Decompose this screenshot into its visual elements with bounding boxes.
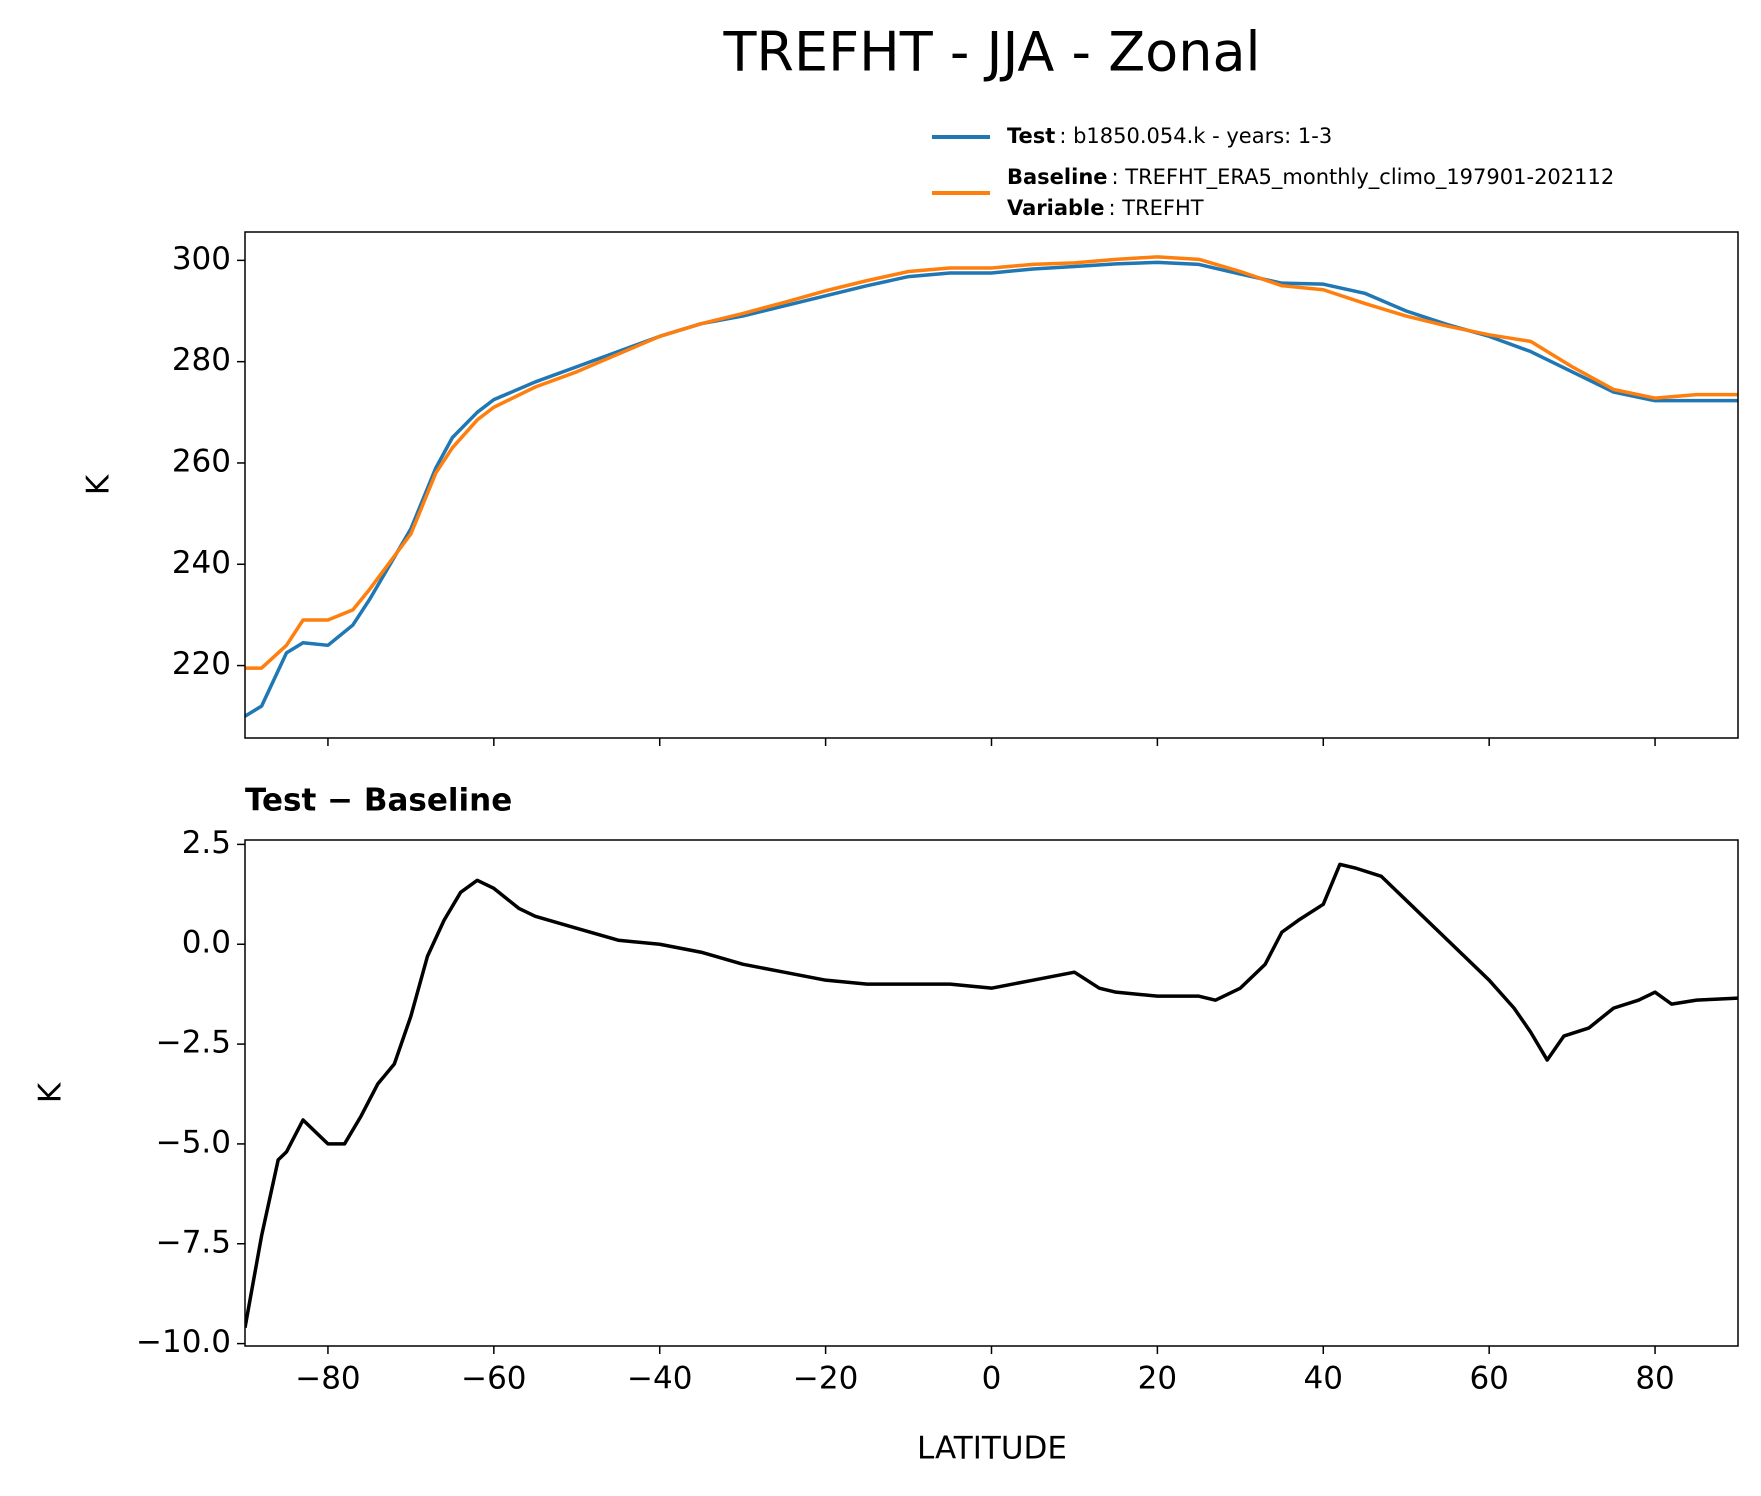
legend-entry: Baseline: TREFHT_ERA5_monthly_climo_1979… — [1007, 165, 1614, 190]
y-axis-label: K — [33, 1082, 69, 1103]
data-line — [245, 260, 1738, 718]
y-tick-label: 300 — [172, 241, 231, 277]
data-line — [245, 862, 1738, 1328]
y-tick-label: −7.5 — [156, 1224, 231, 1260]
x-tick-label: −80 — [295, 1361, 360, 1397]
x-tick-label: −20 — [793, 1361, 858, 1397]
legend-name: Baseline — [1007, 165, 1108, 189]
y-axis-label: K — [81, 474, 117, 495]
subplot-title: Test − Baseline — [245, 783, 512, 819]
y-tick-label: −2.5 — [156, 1025, 231, 1061]
axes-frame — [244, 231, 1739, 739]
data-line — [245, 255, 1738, 670]
x-tick-label: −60 — [461, 1361, 526, 1397]
x-tick-label: 80 — [1635, 1361, 1674, 1397]
y-tick-label: 280 — [172, 342, 231, 378]
legend-entry: Test: b1850.054.k - years: 1-3 — [1007, 124, 1332, 148]
y-tick-label: −10.0 — [136, 1324, 231, 1360]
y-tick-label: −5.0 — [156, 1124, 231, 1160]
legend-text: : TREFHT — [1108, 196, 1203, 220]
y-tick-label: 0.0 — [182, 925, 231, 961]
x-tick-label: 0 — [982, 1361, 1002, 1397]
legend-name: Test — [1007, 124, 1055, 148]
y-tick-label: 260 — [172, 443, 231, 479]
y-tick-label: 220 — [172, 646, 231, 682]
x-tick-label: −40 — [627, 1361, 692, 1397]
x-tick-label: 60 — [1469, 1361, 1508, 1397]
chart-title: TREFHT - JJA - Zonal — [722, 21, 1260, 84]
x-tick-label: 40 — [1304, 1361, 1343, 1397]
x-axis-label: LATITUDE — [917, 1431, 1067, 1467]
legend-text: : TREFHT_ERA5_monthly_climo_197901-20211… — [1112, 165, 1615, 190]
x-tick-label: 20 — [1138, 1361, 1177, 1397]
axes-frame — [244, 839, 1739, 1347]
legend-text: : b1850.054.k - years: 1-3 — [1059, 124, 1332, 148]
legend-name: Variable — [1007, 196, 1104, 220]
y-tick-label: 2.5 — [182, 825, 231, 861]
legend-entry: Variable: TREFHT — [1007, 196, 1204, 220]
y-tick-label: 240 — [172, 545, 231, 581]
